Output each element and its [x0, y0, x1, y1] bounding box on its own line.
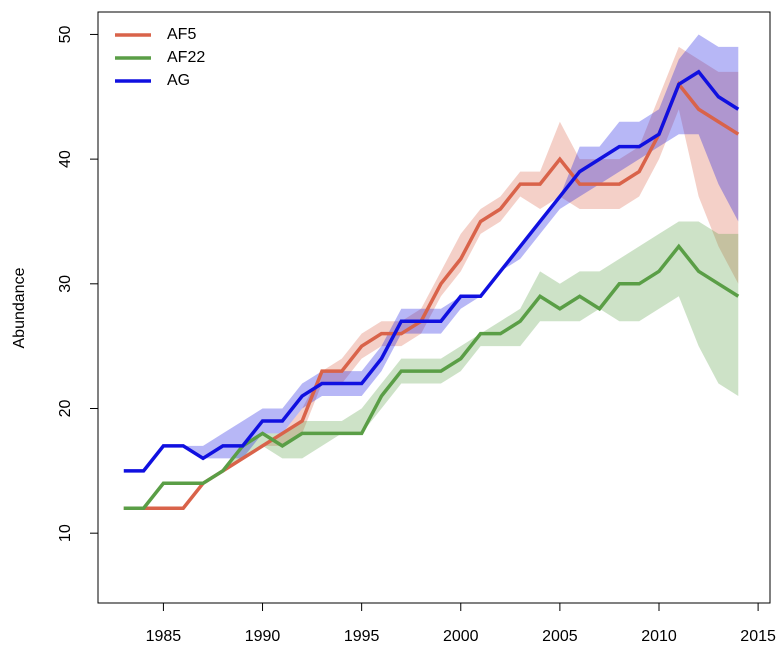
y-tick-label: 10 — [57, 524, 74, 542]
legend-label: AF22 — [167, 49, 205, 66]
y-tick-label: 20 — [57, 399, 74, 417]
confidence-band — [123, 221, 739, 509]
y-tick-label: 30 — [57, 275, 74, 293]
x-tick-label: 1995 — [344, 628, 380, 645]
y-axis-label: Abundance — [11, 267, 28, 348]
y-tick-label: 40 — [57, 150, 74, 168]
x-tick-label: 2005 — [542, 628, 578, 645]
confidence-band — [123, 34, 739, 471]
x-tick-label: 2000 — [443, 628, 479, 645]
x-tick-label: 2010 — [641, 628, 677, 645]
plot-frame — [97, 11, 771, 604]
legend-label: AF5 — [167, 26, 196, 43]
legend-label: AG — [167, 72, 190, 89]
x-tick-label: 1990 — [245, 628, 281, 645]
line — [123, 69, 740, 473]
x-tick-label: 1985 — [146, 628, 182, 645]
line — [123, 243, 740, 510]
x-tick-label: 2015 — [740, 628, 776, 645]
y-tick-label: 50 — [57, 25, 74, 43]
confidence-band — [123, 46, 739, 509]
